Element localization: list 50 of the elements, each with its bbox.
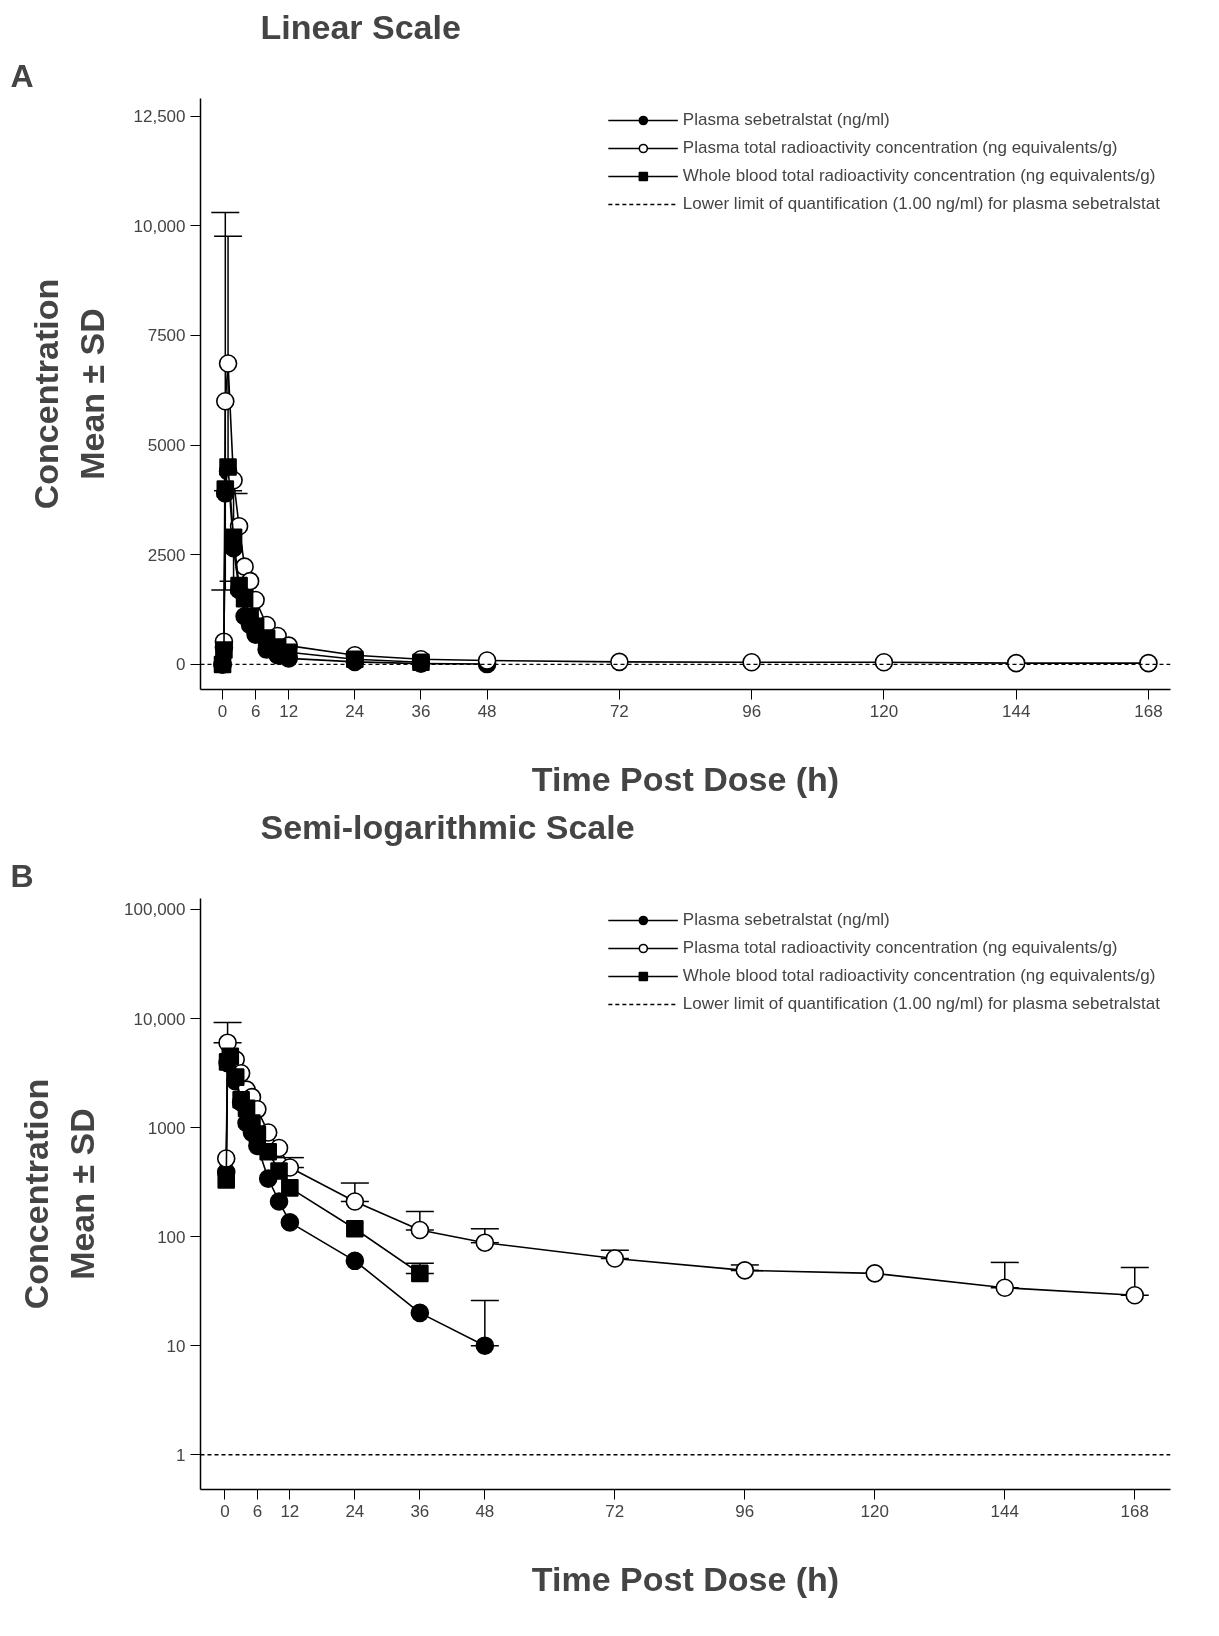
legend-label: Whole blood total radioactivity concentration (ng equivalents/g) [682, 965, 1156, 987]
x-tick-label: 120 [860, 1501, 889, 1521]
y-tick-label: 10 [166, 1336, 186, 1356]
x-tick-label: 144 [990, 1501, 1019, 1521]
y-tick-label: 5000 [147, 436, 186, 456]
y-tick-label: 7500 [147, 326, 186, 346]
y-tick-label: 2500 [147, 545, 186, 565]
legend-label: Plasma total radioactivity concentration (ng equivalents/g) [682, 137, 1118, 159]
y-axis-title: Concentration Mean ± SD [17, 1078, 102, 1310]
x-tick-label: 120 [869, 701, 899, 721]
y-tick-label: 10,000 [133, 216, 186, 236]
y-tick-label: 1000 [147, 1118, 186, 1138]
x-tick-label: 168 [1120, 1501, 1149, 1521]
text: A [10, 57, 34, 94]
x-tick-label: 36 [410, 1501, 430, 1521]
y-tick-label: 10,000 [133, 1009, 186, 1029]
x-tick-label: 96 [735, 1501, 755, 1521]
y-tick-label: 1 [176, 1445, 186, 1465]
y-tick-label: 0 [176, 655, 186, 675]
legend-label: Whole blood total radioactivity concentration (ng equivalents/g) [682, 165, 1156, 187]
x-axis-title: Time Post Dose (h) [531, 1559, 840, 1598]
x-tick-label: 24 [345, 701, 365, 721]
x-tick-label: 6 [252, 1501, 263, 1521]
x-tick-label: 48 [475, 1501, 495, 1521]
x-axis-title: Time Post Dose (h) [531, 759, 840, 798]
x-tick-label: 36 [411, 701, 431, 721]
y-tick-label: 12,500 [133, 107, 186, 127]
y-tick-label: 100,000 [124, 900, 186, 920]
chart-title: Linear Scale [260, 7, 461, 46]
x-tick-label: 24 [345, 1501, 365, 1521]
x-tick-label: 0 [220, 1501, 230, 1521]
legend-label: Plasma total radioactivity concentration (ng equivalents/g) [682, 937, 1118, 959]
legend-label: Plasma sebetralstat (ng/ml) [682, 109, 890, 131]
x-tick-label: 96 [742, 701, 762, 721]
x-tick-label: 12 [279, 701, 299, 721]
chart-title: Semi-logarithmic Scale [260, 807, 635, 846]
x-tick-label: 48 [477, 701, 497, 721]
legend-label: Lower limit of quantification (1.00 ng/ml) for plasma sebetralstat [682, 993, 1160, 1015]
legend-label: Plasma sebetralstat (ng/ml) [682, 909, 890, 931]
x-tick-label: 144 [1002, 701, 1031, 721]
text: B [10, 857, 34, 894]
x-tick-label: 168 [1134, 701, 1163, 721]
x-tick-label: 6 [250, 701, 261, 721]
y-axis-title: Concentration Mean ± SD [26, 278, 111, 510]
legend-label: Lower limit of quantification (1.00 ng/ml) for plasma sebetralstat [682, 193, 1160, 215]
x-tick-label: 0 [217, 701, 228, 721]
x-tick-label: 72 [605, 1501, 625, 1521]
x-tick-label: 72 [609, 701, 629, 721]
x-tick-label: 12 [280, 1501, 300, 1521]
y-tick-label: 100 [157, 1227, 186, 1247]
